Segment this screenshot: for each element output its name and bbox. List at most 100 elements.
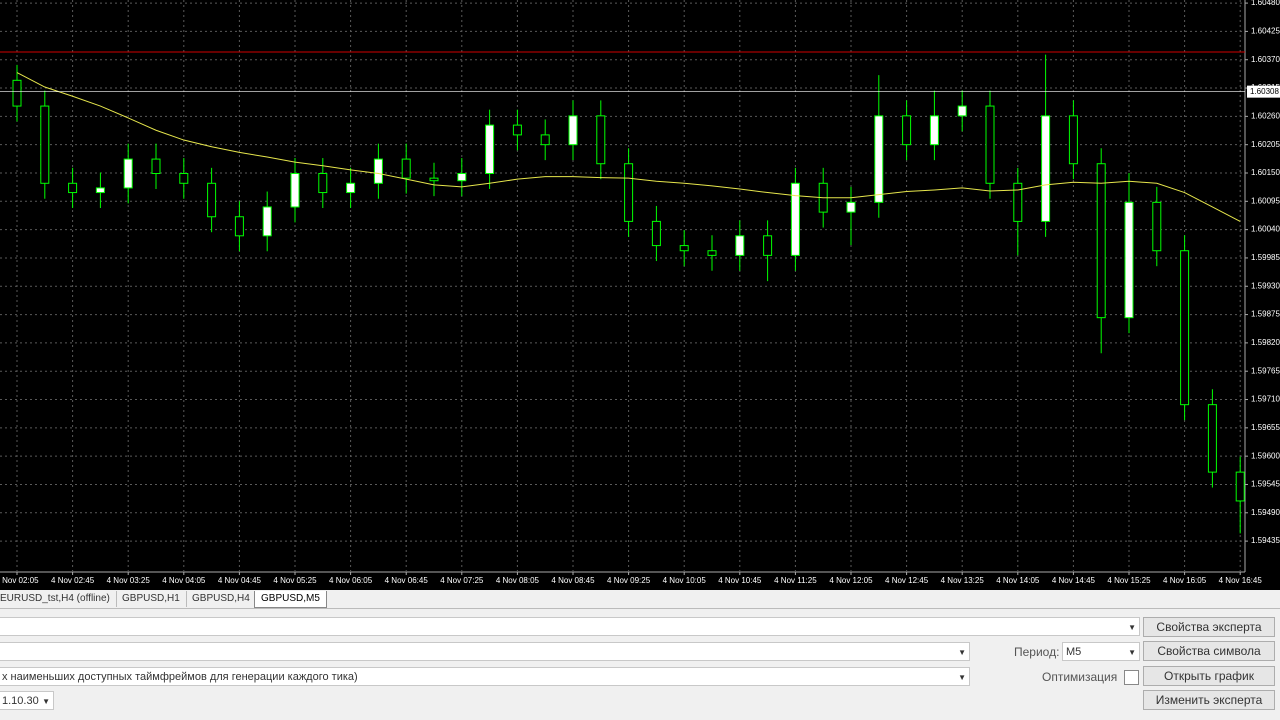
moving-average (16, 72, 1241, 222)
candle-body (957, 105, 967, 117)
button[interactable]: Открыть график (1143, 666, 1275, 686)
candle-body (651, 220, 661, 247)
candle-body (846, 201, 856, 213)
x-tick-label: 4 Nov 07:25 (440, 576, 484, 585)
candle-body (68, 182, 78, 194)
expert-select[interactable]: ▼ (0, 617, 1140, 636)
candle-body (624, 163, 634, 222)
candle-body (346, 182, 356, 194)
candle-body (679, 245, 689, 252)
candle-body (707, 250, 717, 256)
x-tick-label: 4 Nov 14:45 (1052, 576, 1096, 585)
candle-body (874, 115, 884, 203)
y-tick-label: 1.60040 (1251, 225, 1280, 234)
y-tick-label: 1.59930 (1251, 281, 1280, 290)
x-tick-label: 4 Nov 02:45 (51, 576, 95, 585)
tab[interactable]: GBPUSD,H4 (186, 591, 257, 607)
period-value: M5 (1066, 646, 1082, 658)
x-tick-label: 4 Nov 09:25 (607, 576, 651, 585)
x-tick-label: 4 Nov 04:45 (218, 576, 262, 585)
y-tick-label: 1.60205 (1251, 140, 1280, 149)
candle-body (1068, 115, 1078, 165)
checkbox[interactable] (1124, 670, 1139, 685)
candle-body (373, 158, 383, 184)
y-tick-label: 1.60095 (1251, 196, 1280, 205)
candle-body (790, 182, 800, 256)
x-tick-label: 4 Nov 06:45 (385, 576, 429, 585)
symbol-select[interactable]: ▼ (0, 642, 970, 661)
y-tick-label: 1.59710 (1251, 395, 1280, 404)
candle-body (1180, 250, 1190, 406)
chart: 1.604801.604251.603701.603151.602601.602… (0, 0, 1280, 590)
x-tick-label: 4 Nov 15:25 (1107, 576, 1151, 585)
x-tick-label: 4 Nov 12:05 (829, 576, 873, 585)
bid-label: 1.60308 (1250, 87, 1279, 96)
y-tick-label: 1.60370 (1251, 55, 1280, 64)
bid-label-box (1247, 85, 1280, 98)
candle-body (234, 216, 244, 237)
button[interactable]: Изменить эксперта (1143, 690, 1275, 710)
candle-body (985, 105, 995, 184)
x-tick-label: 4 Nov 11:25 (774, 576, 817, 585)
candle-body (262, 206, 272, 237)
button[interactable]: Свойства эксперта (1143, 617, 1275, 637)
y-tick-label: 1.60150 (1251, 168, 1280, 177)
y-tick-label: 1.60425 (1251, 27, 1280, 36)
candle-body (318, 173, 328, 194)
candle-body (40, 105, 50, 184)
y-tick-label: 1.60480 (1251, 0, 1280, 7)
x-tick-label: 4 Nov 04:05 (162, 576, 206, 585)
tab-bar: EURUSD_tst,H4 (offline) GBPUSD,H1 GBPUSD… (0, 590, 1280, 609)
y-tick-label: 1.59600 (1251, 451, 1280, 460)
x-tick-label: 4 Nov 02:05 (0, 576, 39, 585)
tab[interactable]: GBPUSD,H1 (116, 591, 187, 607)
y-tick-label: 1.59490 (1251, 508, 1280, 517)
candle-body (151, 158, 161, 175)
y-tick-label: 1.60260 (1251, 111, 1280, 120)
candle-body (485, 124, 495, 175)
candle-body (735, 235, 745, 256)
date-select[interactable]: 1.10.30 ▼ (0, 691, 54, 710)
candle-body (290, 173, 300, 208)
y-tick-label: 1.59545 (1251, 480, 1280, 489)
y-tick-label: 1.59985 (1251, 253, 1280, 262)
y-tick-label: 1.59435 (1251, 536, 1280, 545)
x-tick-label: 4 Nov 05:25 (273, 576, 317, 585)
y-tick-label: 1.59820 (1251, 338, 1280, 347)
candle-body (457, 173, 467, 182)
button[interactable]: Свойства символа (1143, 641, 1275, 661)
candle-body (95, 187, 105, 194)
date-value: 1.10.30 (2, 695, 39, 707)
period-label: Период: (1014, 645, 1060, 659)
period-select[interactable]: M5 ▼ (1062, 642, 1140, 661)
tab-active[interactable]: GBPUSD,M5 (254, 591, 327, 608)
x-tick-label: 4 Nov 03:25 (107, 576, 151, 585)
candle-body (763, 235, 773, 256)
candle-body (902, 115, 912, 146)
candle-body (1013, 182, 1023, 222)
tab[interactable]: EURUSD_tst,H4 (offline) (0, 591, 117, 607)
candle-body (1207, 404, 1217, 473)
candle-body (1124, 201, 1134, 319)
y-tick-label: 1.59875 (1251, 310, 1280, 319)
x-tick-label: 4 Nov 10:45 (718, 576, 762, 585)
x-tick-label: 4 Nov 13:25 (941, 576, 985, 585)
x-tick-label: 4 Nov 10:05 (663, 576, 707, 585)
candle-body (12, 79, 22, 107)
x-tick-label: 4 Nov 08:45 (551, 576, 595, 585)
x-tick-label: 4 Nov 08:05 (496, 576, 540, 585)
x-tick-label: 4 Nov 12:45 (885, 576, 929, 585)
candle-body (207, 182, 217, 218)
candle-body (1041, 115, 1051, 222)
candle-body (429, 177, 439, 182)
candle-body (1235, 471, 1245, 502)
candle-body (540, 134, 550, 146)
model-select[interactable]: х наименьших доступных таймфреймов для г… (0, 667, 970, 686)
candle-body (179, 173, 189, 184)
x-tick-label: 4 Nov 16:05 (1163, 576, 1207, 585)
x-tick-label: 4 Nov 16:45 (1219, 576, 1263, 585)
candle-body (929, 115, 939, 146)
candle-body (1152, 201, 1162, 252)
model-text: х наименьших доступных таймфреймов для г… (2, 671, 358, 683)
